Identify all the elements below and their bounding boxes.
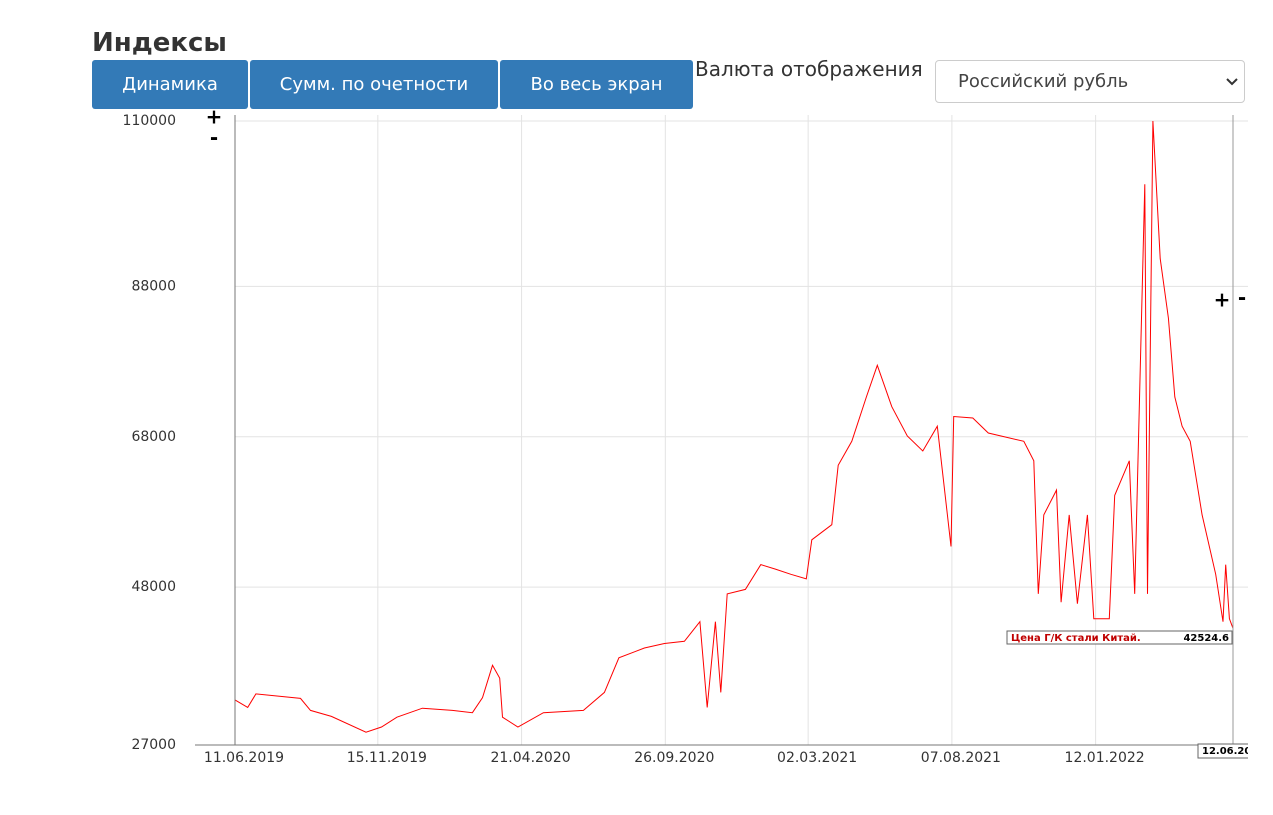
- y-tick-label: 27000: [131, 737, 176, 753]
- y-tick-label: 68000: [131, 429, 176, 445]
- value-box: [1006, 630, 1233, 645]
- select-value: Российский рубль: [958, 71, 1129, 92]
- series-name: Цена Г/К стали Китай.: [1011, 633, 1141, 644]
- zoom-out[interactable]: -: [1238, 286, 1246, 310]
- button[interactable]: Сумм. по очетности: [250, 60, 498, 109]
- zoom-out[interactable]: -: [210, 126, 218, 150]
- data-line: [234, 120, 1234, 733]
- x-tick-label: 15.11.2019: [347, 750, 427, 766]
- plot: [234, 115, 1248, 746]
- cursor-label-group: 12.06.20: [1197, 743, 1251, 759]
- x-tick-label: 21.04.2020: [490, 750, 570, 766]
- button[interactable]: Во весь экран: [500, 60, 693, 109]
- x-tick-label: 12.01.2022: [1065, 750, 1145, 766]
- x-tick-label: 07.08.2021: [921, 750, 1001, 766]
- y-tick-label: 48000: [131, 579, 176, 595]
- y-tick-label: 88000: [131, 278, 176, 294]
- currency-label: Валюта отображения: [695, 57, 923, 81]
- chevron: [1226, 78, 1238, 86]
- zoom-in[interactable]: +: [1214, 288, 1231, 312]
- button[interactable]: Динамика: [92, 60, 248, 109]
- x-tick-label: 02.03.2021: [777, 750, 857, 766]
- page-title: Индексы: [92, 28, 227, 58]
- series-last-value: 42524.6: [1183, 633, 1229, 644]
- cursor-label: 12.06.20: [1202, 746, 1251, 757]
- currency-select[interactable]: Российский рубль: [935, 60, 1245, 103]
- x-tick-label: 26.09.2020: [634, 750, 714, 766]
- y-tick-label: 110000: [123, 113, 176, 129]
- cursor-box: [1197, 743, 1248, 759]
- x-tick-label: 11.06.2019: [204, 750, 284, 766]
